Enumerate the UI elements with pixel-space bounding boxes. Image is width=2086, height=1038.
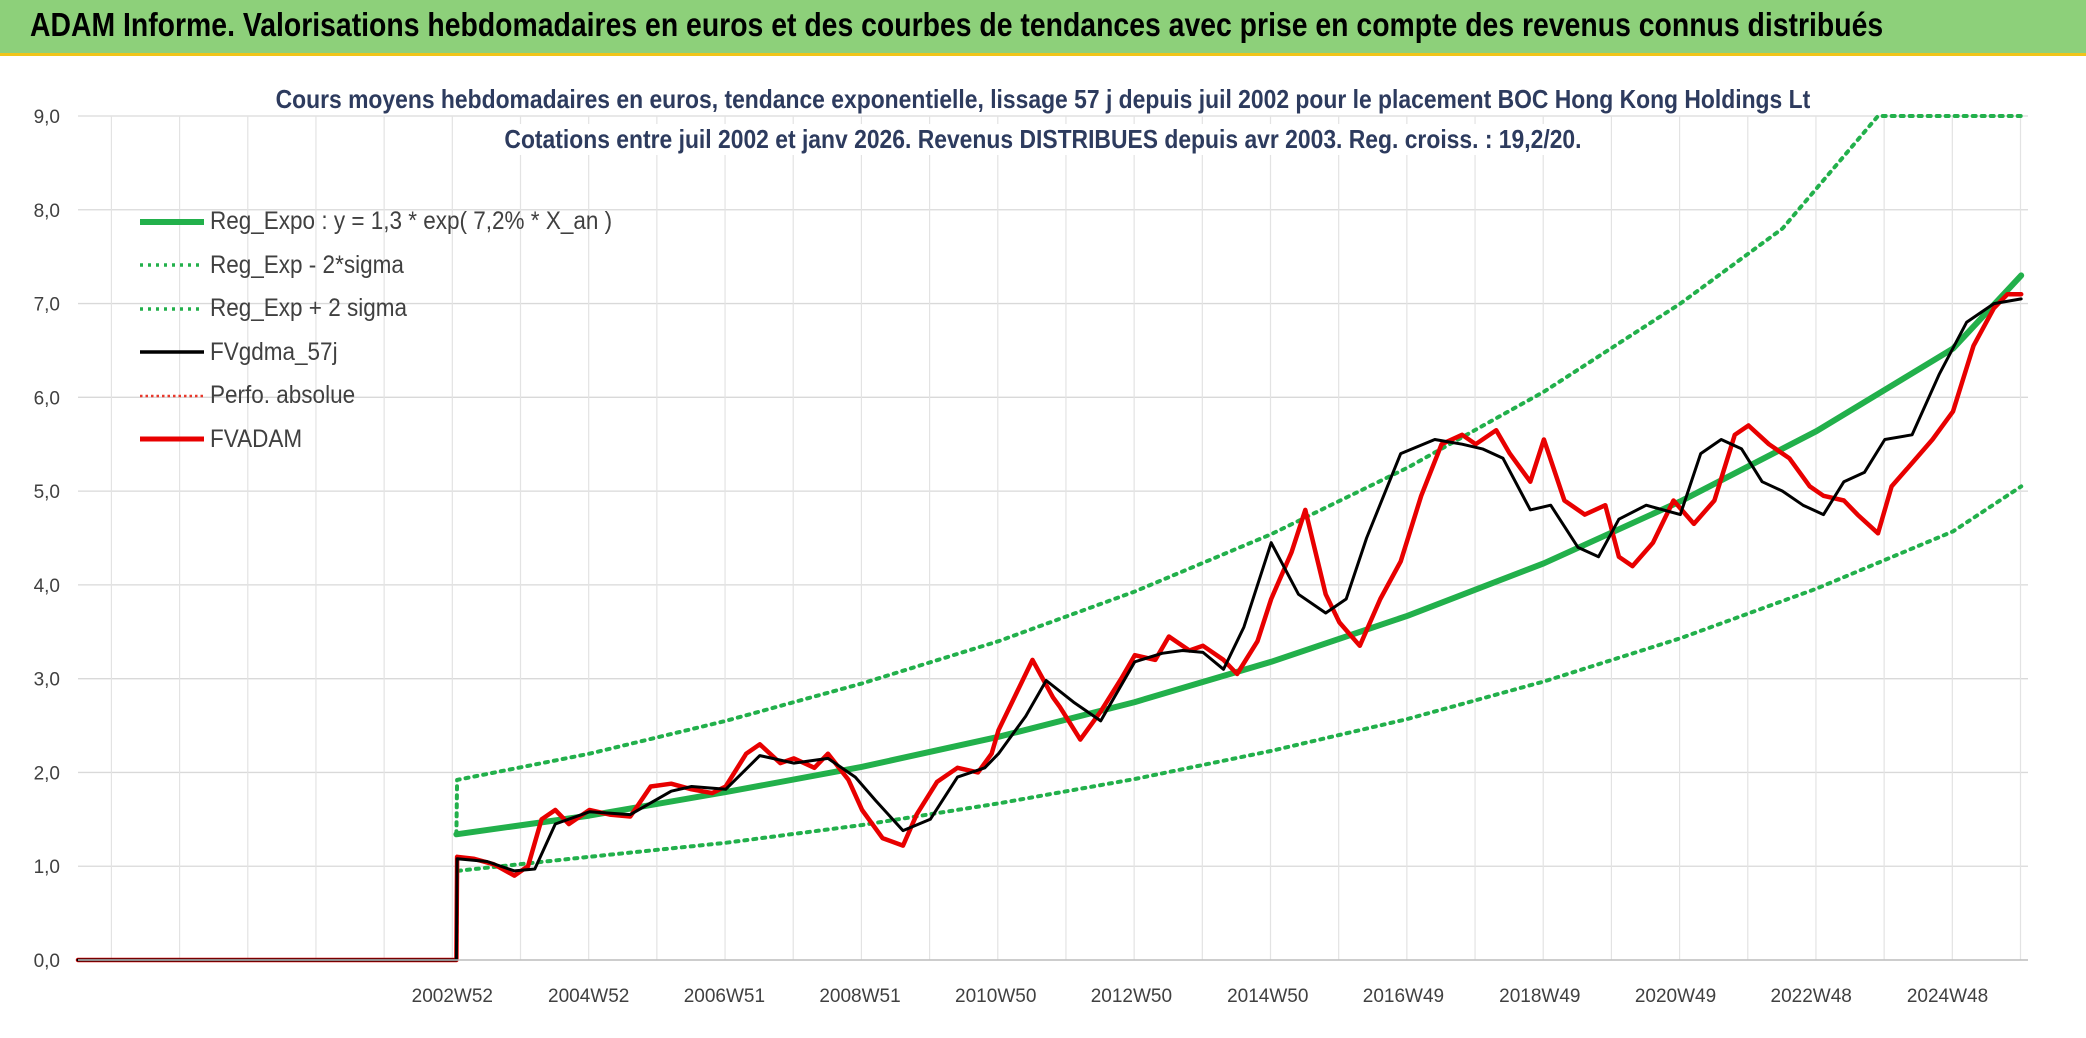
series-line-2 <box>454 114 2024 837</box>
x-tick-label: 2012W50 <box>1091 986 1172 1007</box>
legend-label-reg-exp-plus: Reg_Exp + 2 sigma <box>210 294 407 323</box>
series-line-3 <box>76 297 2023 962</box>
x-tick-label: 2002W52 <box>412 986 493 1007</box>
chart-series <box>75 114 2025 963</box>
y-tick-label: 6,0 <box>34 388 60 409</box>
legend-item-perfo-absolue: Perfo. absolue <box>140 374 657 418</box>
chart-area: 0,0 1,0 2,0 3,0 4,0 5,0 6,0 7,0 8,0 9,0 2002W52 200… <box>0 56 2086 1038</box>
chart-title-text: Cours moyens hebdomadaires en euros, ten… <box>270 84 1816 115</box>
x-tick-label: 2020W49 <box>1635 986 1716 1007</box>
chart-legend: Reg_Expo : y = 1,3 * exp( 7,2% * X_an ) … <box>140 200 657 461</box>
legend-swatch-reg-expo <box>140 218 204 225</box>
legend-label-fvadam: FVADAM <box>210 424 303 453</box>
series-line-0 <box>453 272 2025 838</box>
x-tick-label: 2004W52 <box>548 986 629 1007</box>
y-tick-label: 8,0 <box>34 201 60 222</box>
chart-subtitle: Cotations entre juil 2002 et janv 2026. … <box>0 124 2086 155</box>
x-tick-label: 2022W48 <box>1771 986 1852 1007</box>
line-chart: 0,0 1,0 2,0 3,0 4,0 5,0 6,0 7,0 8,0 9,0 2002W52 200… <box>34 107 2028 1007</box>
x-tick-label: 2016W49 <box>1363 986 1444 1007</box>
x-tick-label: 2018W49 <box>1499 986 1580 1007</box>
legend-label-reg-expo: Reg_Expo : y = 1,3 * exp( 7,2% * X_an ) <box>210 207 613 236</box>
legend-item-reg-exp-plus: Reg_Exp + 2 sigma <box>140 287 657 331</box>
series-line-1 <box>454 484 2024 962</box>
y-tick-label: 3,0 <box>34 670 60 691</box>
legend-item-fvadam: FVADAM <box>140 418 657 462</box>
y-tick-label: 7,0 <box>34 295 60 316</box>
legend-swatch-reg-exp-plus <box>140 307 204 311</box>
y-tick-label: 4,0 <box>34 576 60 597</box>
chart-axes: 0,0 1,0 2,0 3,0 4,0 5,0 6,0 7,0 8,0 9,0 2002W52 200… <box>34 107 2028 1007</box>
y-tick-label: 2,0 <box>34 763 60 784</box>
y-tick-label: 5,0 <box>34 482 60 503</box>
series-line-5 <box>75 291 2024 963</box>
y-tick-label: 1,0 <box>34 857 60 878</box>
y-tick-label: 9,0 <box>34 107 60 128</box>
legend-swatch-perfo-absolue <box>140 394 204 397</box>
chart-subtitle-text: Cotations entre juil 2002 et janv 2026. … <box>499 124 1587 155</box>
legend-swatch-fvgdma <box>140 350 204 354</box>
legend-label-reg-exp-minus: Reg_Exp - 2*sigma <box>210 250 404 279</box>
legend-label-perfo-absolue: Perfo. absolue <box>210 381 356 410</box>
x-tick-label: 2006W51 <box>684 986 765 1007</box>
report-banner: ADAM Informe. Valorisations hebdomadaire… <box>0 0 2086 56</box>
x-tick-label: 2024W48 <box>1907 986 1988 1007</box>
x-tick-label: 2014W50 <box>1227 986 1308 1007</box>
x-tick-label: 2008W51 <box>819 986 900 1007</box>
x-tick-label: 2010W50 <box>955 986 1036 1007</box>
legend-swatch-reg-exp-minus <box>140 263 204 267</box>
legend-item-reg-exp-minus: Reg_Exp - 2*sigma <box>140 244 657 288</box>
chart-title: Cours moyens hebdomadaires en euros, ten… <box>0 84 2086 115</box>
y-tick-label: 0,0 <box>34 951 60 972</box>
legend-swatch-fvadam <box>140 436 204 442</box>
legend-label-fvgdma: FVgdma_57j <box>210 337 338 366</box>
report-title: ADAM Informe. Valorisations hebdomadaire… <box>30 6 1884 43</box>
legend-item-reg-expo: Reg_Expo : y = 1,3 * exp( 7,2% * X_an ) <box>140 200 657 244</box>
legend-item-fvgdma: FVgdma_57j <box>140 331 657 375</box>
